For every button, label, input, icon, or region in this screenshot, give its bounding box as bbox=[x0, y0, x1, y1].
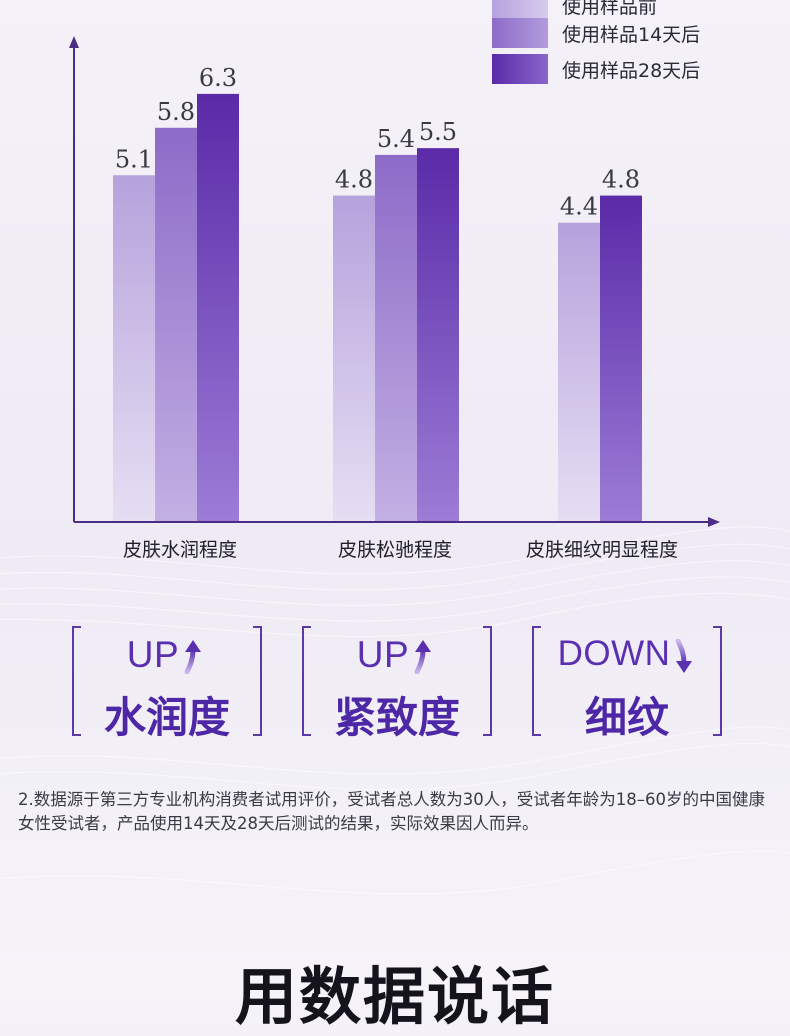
badge-firmness-label: 紧致度 bbox=[333, 693, 460, 742]
legend-swatch-before bbox=[492, 0, 548, 20]
up-arrow-icon bbox=[414, 640, 432, 675]
footnote: 2.数据源于第三方专业机构消费者试用评价，受试者总人数为30人，受试者年龄为18… bbox=[18, 790, 765, 833]
up-arrow-icon bbox=[184, 640, 202, 675]
bar-day28-1 bbox=[417, 148, 459, 521]
badge-firmness-direction: UP bbox=[356, 634, 410, 675]
value-label-day14-0: 5.8 bbox=[157, 98, 195, 126]
legend-swatch-day28 bbox=[492, 54, 548, 84]
badge-moisture: UP 水润度 bbox=[72, 626, 262, 742]
value-label-day28-0: 6.3 bbox=[199, 64, 237, 92]
down-arrow-icon bbox=[675, 638, 693, 673]
value-label-day28-1: 5.5 bbox=[419, 118, 457, 146]
legend-label-day14: 使用样品14天后 bbox=[562, 24, 701, 46]
value-label-day14-1: 5.4 bbox=[377, 125, 415, 153]
legend-label-day28: 使用样品28天后 bbox=[562, 60, 701, 82]
bar-day14-0 bbox=[155, 127, 197, 521]
value-label-before-2: 4.4 bbox=[560, 193, 598, 221]
category-label-1: 皮肤松驰程度 bbox=[338, 539, 452, 560]
legend-label-before: 使用样品前 bbox=[562, 0, 658, 18]
category-label-2: 皮肤细纹明显程度 bbox=[526, 539, 678, 560]
bar-day28-2 bbox=[600, 195, 642, 521]
bar-day28-0 bbox=[197, 93, 239, 521]
badge-moisture-direction: UP bbox=[126, 634, 180, 675]
value-label-before-1: 4.8 bbox=[335, 166, 373, 194]
bar-before-2 bbox=[558, 222, 600, 522]
value-label-day28-2: 4.8 bbox=[602, 166, 640, 194]
bar-chart: 5.15.86.34.85.4 5.54.44.8 皮肤水润程度 皮肤松驰程度 皮肤细… bbox=[69, 36, 720, 560]
y-axis-arrow-icon bbox=[69, 36, 79, 48]
bar-day14-1 bbox=[375, 154, 417, 522]
badge-firmness: UP 紧致度 bbox=[302, 626, 492, 742]
value-label-before-0: 5.1 bbox=[115, 145, 153, 173]
badge-fine-lines: DOWN 细纹 bbox=[532, 626, 722, 742]
badge-moisture-label: 水润度 bbox=[103, 693, 230, 742]
x-axis-arrow-icon bbox=[708, 517, 720, 527]
badge-fine-lines-direction: DOWN bbox=[557, 634, 671, 673]
badge-fine-lines-label: 细纹 bbox=[584, 693, 669, 742]
section-title: 用数据说话 bbox=[234, 960, 555, 1033]
bar-before-1 bbox=[333, 195, 375, 521]
legend-swatch-day14 bbox=[492, 18, 548, 48]
category-label-0: 皮肤水润程度 bbox=[123, 539, 237, 560]
bar-before-0 bbox=[113, 175, 155, 521]
background-waves bbox=[0, 0, 790, 1000]
